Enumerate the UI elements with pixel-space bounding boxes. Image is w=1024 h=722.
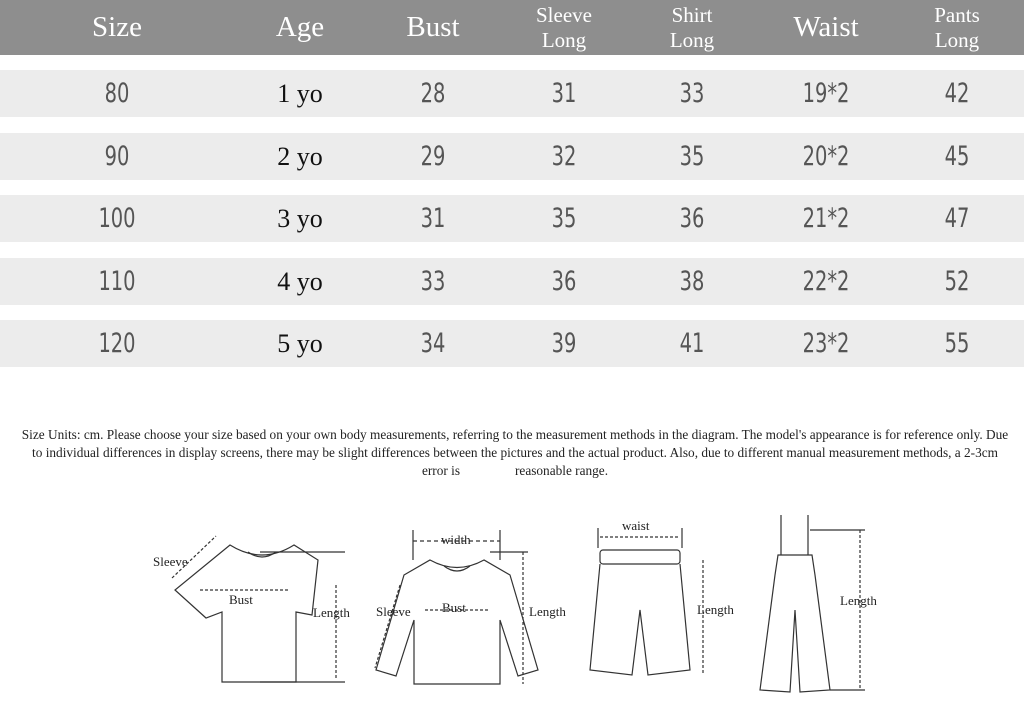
table-cell: 23*2 bbox=[802, 328, 850, 359]
table-row: 120 5 yo 34 39 41 23*2 55 bbox=[0, 320, 1024, 367]
table-cell: 55 bbox=[944, 328, 970, 359]
header-bust: Bust bbox=[406, 11, 460, 43]
table-cell: 35 bbox=[679, 141, 705, 172]
header-size: Size bbox=[92, 11, 142, 43]
header-shirt-long: Shirt Long bbox=[669, 2, 715, 52]
sweater-bust-label: Bust bbox=[442, 600, 466, 615]
table-cell: 36 bbox=[551, 266, 577, 297]
table-cell: 4 yo bbox=[277, 266, 323, 296]
table-cell: 100 bbox=[98, 203, 136, 234]
table-cell: 21*2 bbox=[802, 203, 850, 234]
table-cell: 80 bbox=[104, 78, 130, 109]
overalls-diagram: Length bbox=[759, 515, 877, 693]
table-header: Size Age Bust Sleeve Long Shirt Long Waist… bbox=[0, 0, 1024, 55]
header-pants-long: Pants Long bbox=[934, 2, 980, 52]
tshirt-length-label: Length bbox=[313, 605, 350, 620]
tshirt-diagram: Sleeve Bust Length bbox=[153, 535, 350, 683]
sweater-length-label: Length bbox=[529, 604, 566, 619]
table-cell: 31 bbox=[420, 203, 446, 234]
table-cell: 28 bbox=[420, 78, 446, 109]
table-cell: 52 bbox=[944, 266, 970, 297]
shorts-waist-label: waist bbox=[622, 518, 650, 533]
header-waist: Waist bbox=[793, 11, 859, 43]
header-sleeve-long: Sleeve Long bbox=[536, 2, 592, 52]
table-cell: 39 bbox=[551, 328, 577, 359]
table-cell: 38 bbox=[679, 266, 705, 297]
table-cell: 1 yo bbox=[277, 78, 323, 108]
table-cell: 110 bbox=[98, 266, 136, 297]
table-cell: 5 yo bbox=[277, 328, 323, 358]
shorts-length-label: Length bbox=[697, 602, 734, 617]
table-cell: 22*2 bbox=[802, 266, 850, 297]
table-row: 90 2 yo 29 32 35 20*2 45 bbox=[0, 133, 1024, 180]
table-cell: 2 yo bbox=[277, 141, 323, 171]
table-cell: 29 bbox=[420, 141, 446, 172]
table-cell: 33 bbox=[679, 78, 705, 109]
tshirt-bust-label: Bust bbox=[229, 592, 253, 607]
table-cell: 41 bbox=[679, 328, 705, 359]
tshirt-sleeve-label: Sleeve bbox=[153, 554, 188, 569]
overalls-length-label: Length bbox=[840, 593, 877, 608]
table-cell: 35 bbox=[551, 203, 577, 234]
size-note: Size Units: cm. Please choose your size … bbox=[21, 427, 1009, 478]
table-cell: 33 bbox=[420, 266, 446, 297]
table-row: 110 4 yo 33 36 38 22*2 52 bbox=[0, 258, 1024, 305]
table-cell: 3 yo bbox=[277, 203, 323, 233]
table-cell: 32 bbox=[551, 141, 577, 172]
table-cell: 31 bbox=[551, 78, 577, 109]
table-cell: 45 bbox=[944, 141, 970, 172]
table-row: 80 1 yo 28 31 33 19*2 42 bbox=[0, 70, 1024, 117]
table-cell: 120 bbox=[98, 328, 136, 359]
sweater-width-label: width bbox=[441, 532, 471, 547]
shorts-diagram: waist Length bbox=[589, 518, 734, 676]
table-row: 100 3 yo 31 35 36 21*2 47 bbox=[0, 195, 1024, 242]
header-age: Age bbox=[275, 11, 325, 43]
table-cell: 47 bbox=[944, 203, 970, 234]
table-cell: 19*2 bbox=[802, 78, 850, 109]
table-cell: 42 bbox=[944, 78, 970, 109]
sweater-diagram: width Sleeve Bust Length bbox=[374, 530, 566, 685]
table-cell: 90 bbox=[104, 141, 130, 172]
table-cell: 34 bbox=[420, 328, 446, 359]
sweater-sleeve-label: Sleeve bbox=[376, 604, 411, 619]
table-cell: 36 bbox=[679, 203, 705, 234]
table-cell: 20*2 bbox=[802, 141, 850, 172]
